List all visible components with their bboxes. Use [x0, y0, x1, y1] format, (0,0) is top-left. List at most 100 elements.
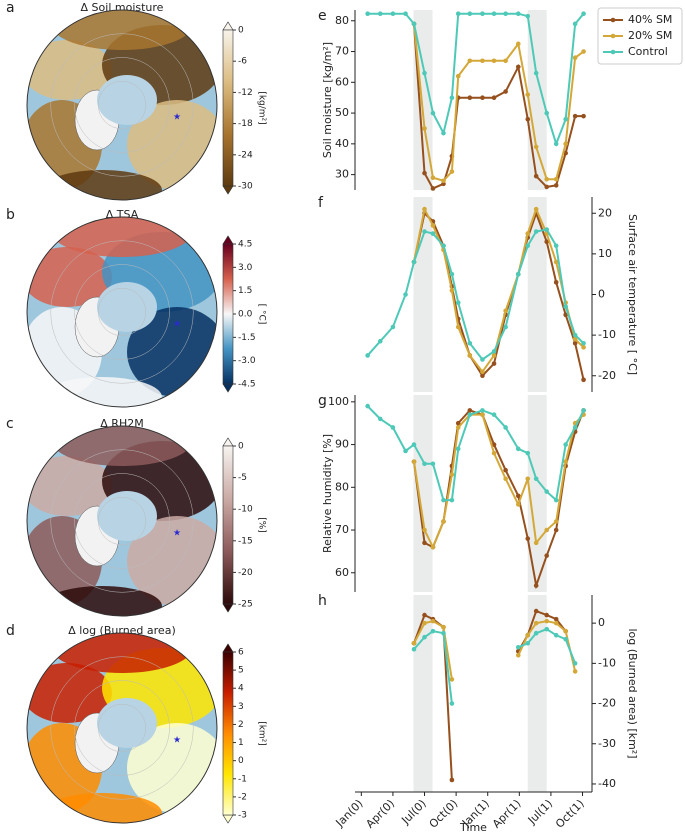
y-tick-label: 0 — [598, 288, 605, 301]
data-point — [553, 497, 559, 503]
data-point — [365, 353, 370, 358]
colorbar-cap — [222, 383, 234, 393]
ice — [97, 75, 157, 125]
graticule — [74, 680, 170, 776]
data-point — [455, 11, 461, 16]
data-point — [544, 553, 550, 558]
data-point — [515, 502, 521, 507]
y-tick-label: 10 — [598, 247, 612, 260]
site-marker: ★ — [173, 529, 181, 539]
colorbar-tick-label: -15 — [238, 536, 253, 546]
series-line — [366, 228, 585, 361]
colorbar-tick-label: 0 — [238, 26, 244, 36]
data-point — [553, 519, 559, 524]
data-point — [553, 280, 559, 285]
panel-letter: b — [6, 207, 15, 223]
y-tick-label: -20 — [598, 369, 616, 382]
data-point — [491, 58, 497, 64]
data-point — [515, 446, 521, 452]
map — [27, 426, 217, 616]
data-point — [581, 49, 586, 54]
map-border — [26, 9, 218, 201]
data-point — [403, 448, 408, 454]
data-point — [441, 519, 446, 524]
y-tick-label: 50 — [335, 106, 349, 119]
y-tick-label: 20 — [598, 206, 612, 219]
data-point — [572, 669, 578, 674]
data-point — [422, 70, 427, 76]
data-point — [430, 231, 436, 236]
data-point — [533, 206, 539, 212]
data-point — [563, 304, 568, 309]
colorbar-tick-label: -30 — [238, 182, 253, 192]
data-point — [515, 11, 521, 16]
data-point — [572, 113, 578, 119]
x-tick-label: Oct(1) — [553, 797, 587, 831]
colorbar-tick-label: -4.5 — [238, 380, 256, 390]
graticule — [74, 57, 170, 153]
data-point — [581, 340, 586, 346]
colorbar — [222, 651, 234, 816]
map-title: Δ Soil moisture — [81, 1, 164, 14]
data-point — [525, 92, 531, 97]
data-point — [480, 373, 485, 379]
legend-box — [597, 7, 683, 65]
data-point — [533, 476, 539, 482]
x-tick-label: Jul(0) — [398, 797, 428, 827]
data-point — [572, 332, 578, 338]
data-point — [572, 336, 578, 342]
colorbar-tick-label: -6 — [238, 57, 247, 67]
colorbar-tick-label: 0 — [238, 442, 244, 452]
data-point — [455, 420, 461, 426]
colorbar — [222, 29, 234, 187]
data-point — [533, 540, 539, 546]
y-tick-label: 80 — [335, 480, 349, 493]
x-tick-label: Apr(0) — [363, 797, 397, 831]
data-point — [411, 646, 417, 652]
data-point — [430, 186, 436, 191]
data-point — [572, 55, 578, 60]
data-point — [503, 425, 508, 430]
data-point — [390, 11, 396, 16]
panel-letter: g — [318, 393, 327, 409]
data-point — [525, 13, 531, 19]
data-point — [441, 624, 446, 630]
data-point — [553, 176, 559, 182]
data-point — [411, 459, 417, 464]
ice — [97, 698, 157, 748]
data-point — [430, 175, 436, 180]
y-axis-label: Soil moisture [kg/m²] — [321, 42, 334, 158]
x-tick-label: Apr(1) — [490, 797, 524, 831]
legend-label: 40% SM — [628, 13, 672, 26]
colorbar-cap — [222, 235, 234, 245]
data-point — [515, 653, 521, 658]
data-point — [411, 259, 417, 265]
land — [27, 456, 112, 516]
map — [27, 217, 217, 407]
data-point — [422, 229, 427, 234]
graticule — [98, 81, 146, 129]
data-point — [533, 173, 539, 179]
data-point — [525, 476, 531, 482]
data-point — [581, 113, 586, 119]
data-point — [467, 95, 473, 100]
data-point — [533, 144, 539, 150]
data-point — [581, 345, 586, 350]
data-point — [422, 634, 427, 640]
data-point — [403, 292, 408, 297]
data-point — [572, 340, 578, 346]
colorbar — [222, 243, 234, 385]
series-line — [412, 413, 585, 550]
graticule — [50, 240, 194, 384]
colorbar-tick-label: 0.0 — [238, 310, 253, 320]
data-point — [533, 70, 539, 76]
data-point — [491, 442, 497, 447]
data-point — [515, 493, 521, 499]
series-line — [412, 23, 585, 182]
colorbar-label: [km²] — [257, 721, 267, 746]
data-point — [572, 425, 578, 430]
graticule — [50, 656, 194, 800]
colorbar-tick-label: -2 — [238, 792, 247, 802]
data-point — [377, 416, 383, 422]
data-point — [480, 369, 485, 374]
